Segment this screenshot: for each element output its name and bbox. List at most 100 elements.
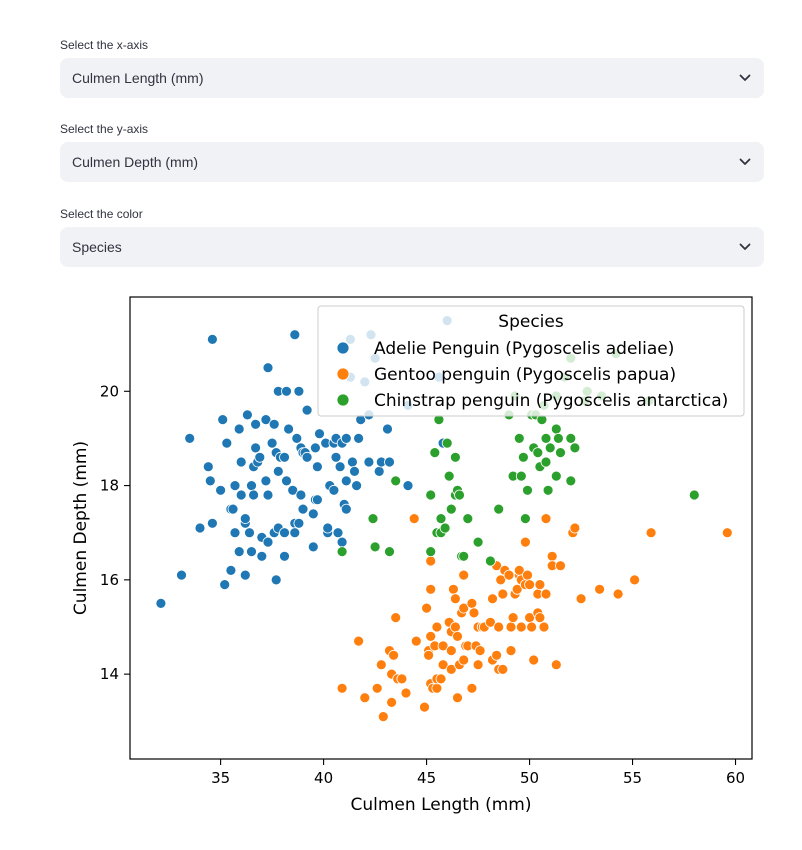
scatter-point [225, 564, 237, 576]
scatter-point [254, 451, 266, 463]
color-select-value: Species [72, 239, 122, 255]
scatter-point [396, 673, 408, 685]
scatter-point [466, 597, 478, 609]
x-tick-label: 60 [726, 769, 745, 787]
scatter-point [487, 593, 498, 605]
scatter-point [546, 550, 558, 562]
scatter-point [425, 555, 437, 567]
y-axis-select-group: Select the y-axis Culmen Depth (mm) [60, 120, 764, 182]
scatter-point [474, 645, 486, 657]
scatter-point [359, 692, 371, 704]
scatter-point [555, 560, 566, 572]
scatter-point [229, 527, 241, 539]
plot-frame [129, 296, 753, 760]
scatter-point [336, 546, 348, 558]
scatter-point [229, 480, 241, 492]
x-axis-select-label: Select the x-axis [60, 38, 149, 52]
scatter-point [443, 470, 455, 482]
scatter-point [528, 654, 540, 666]
y-axis-select-label: Select the y-axis [60, 122, 149, 136]
y-tick-label: 14 [100, 665, 119, 683]
scatter-point [441, 437, 453, 449]
scatter-point [248, 489, 260, 501]
scatter-point [346, 456, 358, 468]
chevron-down-icon [738, 71, 752, 85]
scatter-point [235, 456, 247, 468]
scatter-point [262, 536, 274, 548]
scatter-point [270, 574, 282, 586]
scatter-point [569, 442, 581, 454]
scatter-point [452, 692, 463, 704]
scatter-point [493, 621, 505, 633]
scatter-point [425, 489, 437, 501]
scatter-point [449, 593, 461, 605]
scatter-point [439, 522, 451, 534]
scatter-point [491, 649, 503, 661]
scatter-point [260, 475, 272, 487]
scatter-point [239, 513, 251, 525]
scatter-point [425, 583, 437, 595]
scatter-point [538, 621, 550, 633]
scatter-point [233, 546, 245, 558]
scatter-point [423, 649, 435, 661]
scatter-point [235, 489, 247, 501]
x-axis-select[interactable]: Culmen Length (mm) [60, 58, 764, 98]
scatter-point [518, 451, 529, 463]
scatter-point [425, 630, 437, 642]
scatter-point [244, 527, 255, 539]
scatter-point [332, 527, 344, 539]
scatter-point [246, 480, 257, 492]
scatter-point [221, 437, 233, 449]
scatter-point [373, 465, 385, 477]
scatter-point [520, 513, 531, 525]
scatter-point [462, 513, 474, 525]
scatter-point [250, 418, 262, 430]
scatter-point [410, 635, 422, 647]
scatter-point [307, 541, 319, 553]
scatter-point [421, 602, 433, 614]
scatter-point [246, 546, 257, 558]
legend-marker [336, 341, 350, 355]
scatter-point [435, 673, 447, 685]
scatter-point [184, 432, 196, 444]
scatter-point [293, 385, 305, 397]
scatter-point [493, 503, 505, 515]
scatter-point [445, 503, 457, 515]
legend-marker [336, 367, 350, 381]
scatter-point [206, 517, 218, 529]
scatter-point [390, 475, 402, 487]
scatter-point [291, 432, 303, 444]
y-axis-select[interactable]: Culmen Depth (mm) [60, 142, 764, 182]
scatter-point [353, 432, 365, 444]
scatter-point [505, 645, 517, 657]
scatter-point [402, 480, 414, 492]
scatter-point [540, 456, 552, 468]
axes-layer: 35 40 45 50 55 60 14 16 18 20 [100, 382, 745, 787]
scatter-point [227, 503, 239, 515]
scatter-point [239, 569, 251, 581]
scatter-point [497, 588, 509, 600]
scatter-point [431, 682, 443, 694]
y-axis-label: Culmen Depth (mm) [71, 441, 91, 615]
scatter-point [721, 527, 733, 539]
scatter-point [388, 649, 400, 661]
color-select[interactable]: Species [60, 227, 764, 267]
scatter-point [384, 456, 395, 468]
scatter-point [534, 579, 546, 591]
scatter-point [437, 659, 449, 671]
scatter-point [289, 527, 301, 539]
chevron-down-icon [738, 155, 752, 169]
y-tick-label: 16 [100, 571, 119, 589]
scatter-point [437, 640, 449, 652]
scatter-point [217, 414, 229, 426]
scatter-point [301, 404, 313, 416]
color-select-label: Select the color [60, 207, 143, 221]
scatter-point [511, 583, 523, 595]
scatter-point [507, 612, 519, 624]
scatter-point [466, 682, 478, 694]
scatter-point [458, 569, 470, 581]
scatter-point [544, 442, 556, 454]
scatter-point [435, 513, 447, 525]
scatter-point [484, 555, 496, 567]
scatter-point [454, 489, 465, 501]
